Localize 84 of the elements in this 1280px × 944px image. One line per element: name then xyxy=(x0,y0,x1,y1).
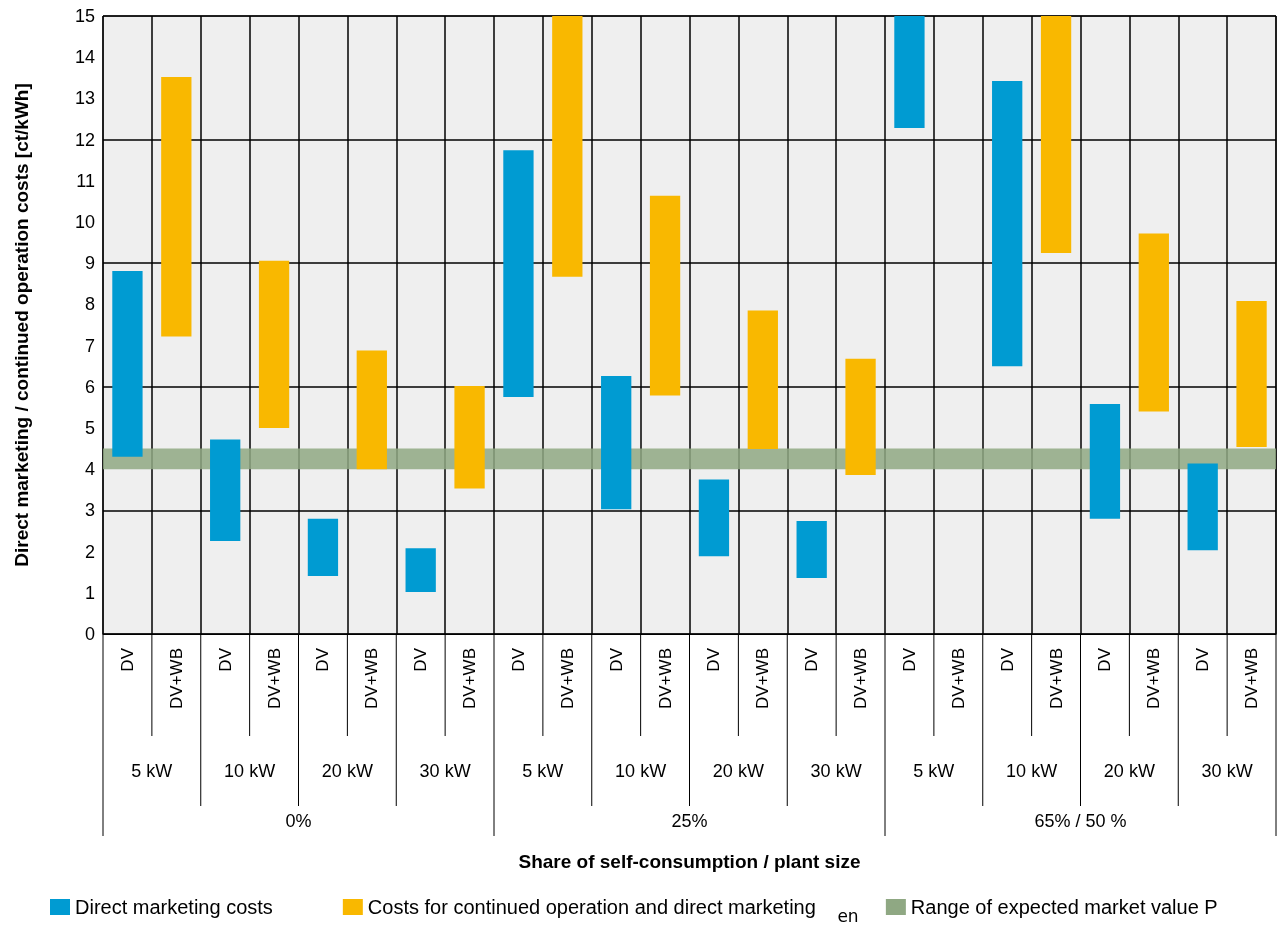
y-axis-title: Direct marketing / continued operation costs [ct/kWh] xyxy=(11,83,32,567)
x-tick-label: DV+WB xyxy=(362,648,382,709)
text: 10 kW xyxy=(224,761,276,781)
bar xyxy=(1187,463,1218,551)
y-tick-label: 8 xyxy=(84,294,95,315)
bar xyxy=(894,16,925,129)
bar xyxy=(503,150,534,398)
y-tick-label: 3 xyxy=(84,500,95,521)
y-tick-label: 14 xyxy=(74,47,95,68)
bar xyxy=(1138,233,1169,412)
x-tick-label: DV+WB xyxy=(753,648,773,709)
text: 25% xyxy=(671,811,708,831)
text: 30 kW xyxy=(810,761,862,781)
y-tick-label: 4 xyxy=(84,459,95,480)
y-tick-label: 15 xyxy=(74,6,95,26)
x-tick-label: DV xyxy=(606,647,626,672)
x-tick-label: DV+WB xyxy=(166,648,186,709)
x-tick-label: DV+WB xyxy=(264,648,284,709)
y-tick-label: 1 xyxy=(84,582,95,603)
x-tick-label: DV+WB xyxy=(851,648,871,709)
bar xyxy=(796,521,827,578)
legend-label: Range of expected market value P xyxy=(910,896,1218,918)
text: 0% xyxy=(285,811,312,831)
x-tick-label: DV+WB xyxy=(1046,648,1066,709)
x-tick-label: DV xyxy=(899,647,919,672)
bar xyxy=(649,195,681,396)
y-tick-label: 11 xyxy=(76,170,95,191)
x-tick-label: DV xyxy=(508,647,528,672)
text: 20 kW xyxy=(1103,761,1155,781)
y-tick-label: 10 xyxy=(74,212,95,232)
x-tick-label: DV+WB xyxy=(1242,648,1262,709)
bar xyxy=(698,479,730,557)
bar xyxy=(356,350,387,470)
x-tick-label: DV xyxy=(411,647,431,672)
text: Share of self-consumption / plant size xyxy=(518,850,861,872)
y-tick-label: 2 xyxy=(84,541,95,562)
x-tick-label: DV+WB xyxy=(1144,648,1164,709)
x-tick-label: DV xyxy=(313,647,333,672)
y-tick-label: 9 xyxy=(84,253,95,274)
x-tick-label: DV+WB xyxy=(948,648,968,709)
x-tick-label: DV+WB xyxy=(655,648,675,709)
x-tick-label: DV xyxy=(117,647,137,672)
bar xyxy=(992,81,1023,367)
bar xyxy=(405,548,436,592)
text: 5 kW xyxy=(913,761,955,781)
legend-label: Costs for continued operation and direct marketing xyxy=(367,896,816,918)
x-tick-label: DV+WB xyxy=(557,648,577,709)
x-tick-label: DV+WB xyxy=(460,648,480,709)
bar xyxy=(1236,301,1267,447)
x-tick-label: DV xyxy=(997,647,1017,672)
bar xyxy=(552,16,583,277)
text: 30 kW xyxy=(1201,761,1253,781)
bar xyxy=(454,385,485,489)
y-tick-label: 7 xyxy=(84,335,95,356)
text: 20 kW xyxy=(321,761,373,781)
x-tick-label: DV xyxy=(1193,647,1213,672)
y-tick-label: 0 xyxy=(84,624,95,644)
x-tick-label: DV xyxy=(802,647,822,672)
bar xyxy=(112,271,143,457)
x-tick-label: DV xyxy=(215,647,235,672)
bar xyxy=(161,76,192,337)
y-tick-label: 12 xyxy=(74,129,95,150)
bar xyxy=(845,358,876,475)
bar xyxy=(307,518,339,576)
text: en xyxy=(837,906,859,926)
y-tick-label: 6 xyxy=(84,376,95,397)
x-tick-label: DV xyxy=(1095,647,1115,672)
bar xyxy=(1040,16,1072,253)
legend-label: Direct marketing costs xyxy=(75,896,273,918)
text: 10 kW xyxy=(1006,761,1058,781)
bar xyxy=(210,439,241,541)
bar xyxy=(747,310,778,450)
bar xyxy=(1089,404,1121,519)
text: 5 kW xyxy=(522,761,564,781)
y-tick-label: 13 xyxy=(74,88,95,109)
y-tick-label: 5 xyxy=(84,418,95,438)
text: 10 kW xyxy=(615,761,667,781)
text: 65% / 50 % xyxy=(1034,811,1127,831)
bar xyxy=(601,376,632,510)
text: 5 kW xyxy=(131,761,173,781)
text: 20 kW xyxy=(712,761,764,781)
x-tick-label: DV xyxy=(704,647,724,672)
text: 30 kW xyxy=(419,761,471,781)
bar xyxy=(258,260,290,428)
